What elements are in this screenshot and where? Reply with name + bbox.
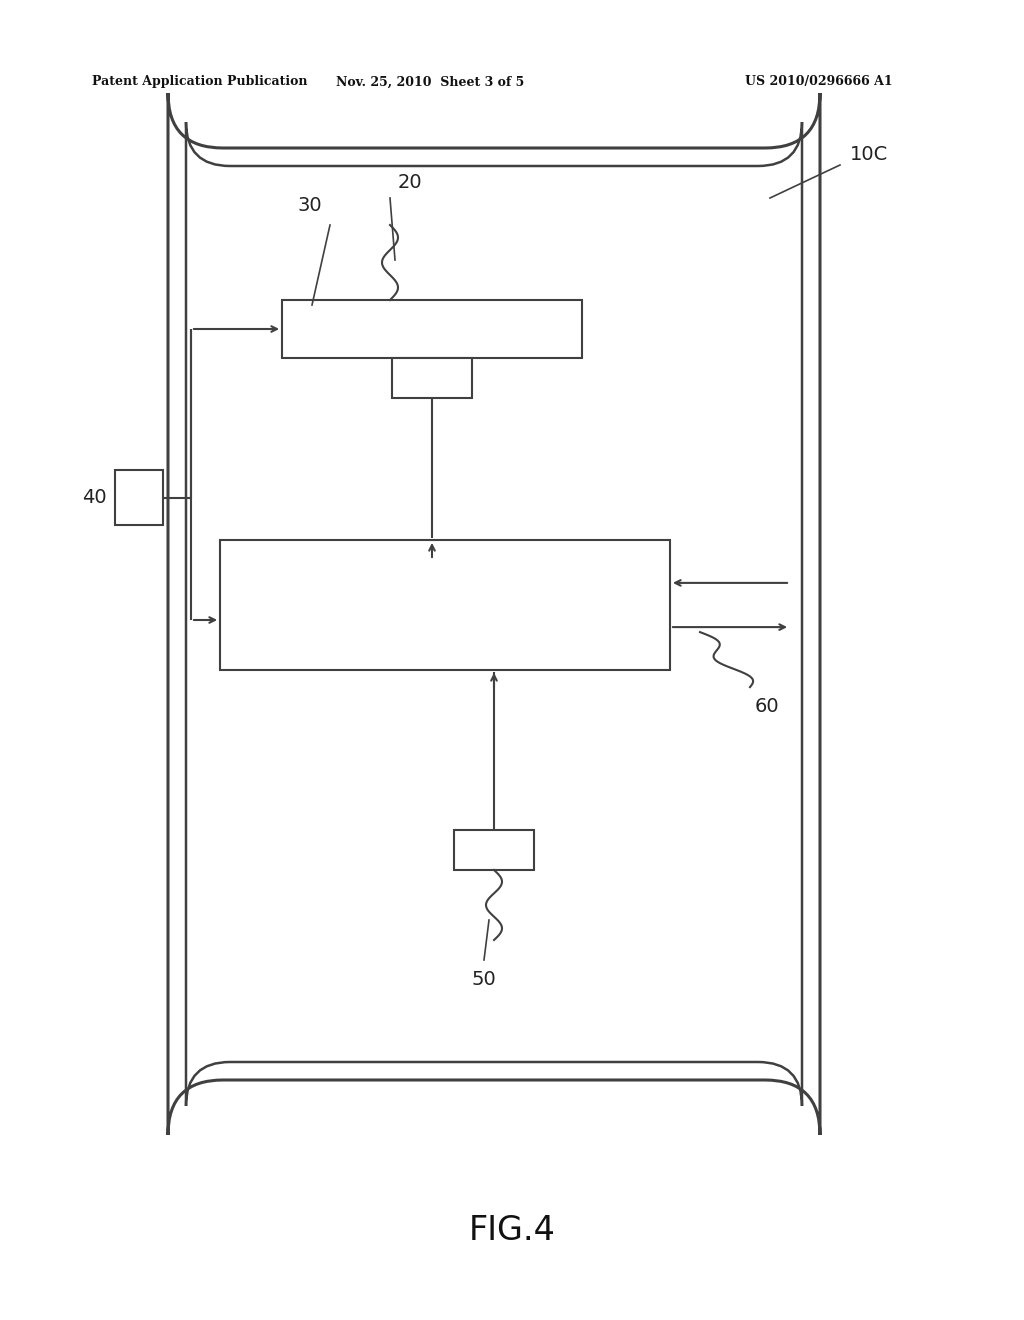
Text: 60: 60 [755, 697, 779, 715]
Bar [454, 830, 534, 870]
Bar [282, 300, 582, 358]
Text: 30: 30 [298, 195, 323, 215]
Text: 50: 50 [472, 970, 497, 989]
Bar [220, 540, 670, 671]
Bar [392, 358, 472, 399]
Text: FIG.4: FIG.4 [469, 1213, 555, 1246]
FancyBboxPatch shape [186, 121, 802, 1106]
Bar [115, 470, 163, 525]
Text: 20: 20 [398, 173, 423, 191]
Text: Nov. 25, 2010  Sheet 3 of 5: Nov. 25, 2010 Sheet 3 of 5 [336, 75, 524, 88]
Text: Patent Application Publication: Patent Application Publication [92, 75, 307, 88]
Text: 10C: 10C [850, 145, 888, 165]
Text: 40: 40 [82, 488, 106, 507]
Text: US 2010/0296666 A1: US 2010/0296666 A1 [745, 75, 893, 88]
FancyBboxPatch shape [168, 92, 820, 1135]
